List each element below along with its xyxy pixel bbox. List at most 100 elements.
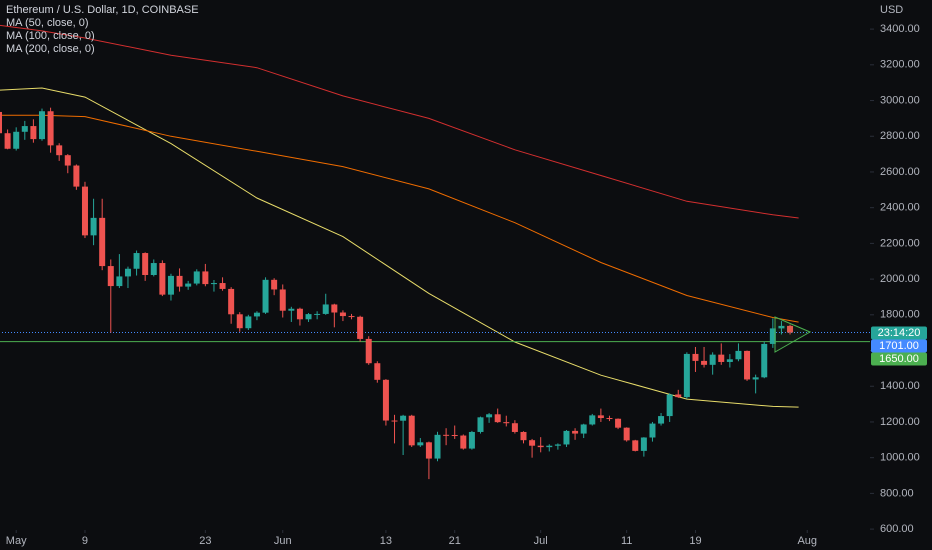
candle-body	[99, 217, 106, 267]
plot-area	[0, 24, 870, 480]
candle-body	[236, 314, 243, 329]
candle-body	[658, 416, 665, 424]
x-tick-label: 23	[199, 535, 211, 547]
candle-body	[279, 289, 286, 311]
x-tick-label: 9	[82, 535, 88, 547]
candle-body	[709, 354, 716, 365]
countdown-box	[871, 326, 927, 340]
candle-body	[38, 111, 45, 140]
candle-body	[486, 414, 493, 418]
candle-body	[245, 316, 252, 329]
candle-body	[30, 126, 37, 140]
candle-body	[288, 308, 295, 311]
candle-body	[56, 145, 63, 156]
candle-body	[296, 308, 303, 320]
candle-body	[649, 423, 656, 438]
candle-body	[116, 276, 123, 287]
candle-body	[468, 431, 475, 449]
countdown-label: 23:14:20	[878, 327, 921, 339]
x-tick-label: 13	[380, 535, 392, 547]
x-tick-label: Aug	[797, 535, 817, 547]
x-tick-label: Jul	[534, 535, 548, 547]
candle-body	[331, 304, 338, 313]
candle-body	[778, 325, 785, 329]
candle-body	[357, 316, 364, 339]
y-tick-label: 1800.00	[880, 309, 920, 321]
y-tick-label: 800.00	[880, 487, 914, 499]
candle-body	[623, 427, 630, 441]
candle-body	[90, 217, 97, 236]
moving-average-line	[0, 24, 799, 219]
x-tick-label: 11	[621, 535, 632, 547]
candle-body	[202, 271, 209, 285]
candle-body	[529, 440, 536, 446]
candle-body	[744, 350, 751, 380]
candle-body	[563, 430, 570, 445]
candle-body	[597, 415, 604, 419]
candle-body	[787, 325, 794, 333]
candle-body	[443, 434, 450, 436]
candle-body	[4, 133, 11, 149]
candle-body	[726, 359, 733, 362]
candle-body	[434, 434, 441, 459]
candle-body	[701, 360, 708, 365]
price-label-box	[871, 352, 927, 366]
triangle-drawing	[774, 316, 812, 353]
candle-body	[305, 314, 312, 320]
candle-body	[365, 338, 372, 364]
legend-entry: MA (50, close, 0)	[6, 17, 89, 29]
candle-body	[752, 377, 759, 380]
candle-body	[580, 424, 587, 434]
y-tick-label: 3000.00	[880, 94, 920, 106]
candle-body	[606, 418, 613, 420]
candle-body	[761, 343, 768, 378]
candle-body	[718, 354, 725, 362]
candle-body	[382, 379, 389, 421]
candle-body	[271, 279, 278, 290]
candle-body	[391, 420, 398, 422]
candle-body	[348, 316, 355, 318]
x-tick-label: 19	[689, 535, 701, 547]
candle-body	[253, 312, 260, 317]
candle-body	[339, 312, 346, 317]
candle-body	[228, 288, 235, 315]
candle-body	[683, 353, 690, 398]
candle-body	[460, 435, 467, 449]
legend-entry: MA (200, close, 0)	[6, 43, 95, 55]
candle-body	[81, 186, 88, 236]
candle-body	[185, 283, 192, 287]
candle-body	[159, 263, 166, 295]
moving-average-line	[0, 114, 799, 323]
y-tick-label: 2000.00	[880, 273, 920, 285]
axes: 600.00800.001000.001200.001400.001600.00…	[6, 23, 927, 547]
candle-body	[589, 415, 596, 425]
candle-body	[176, 275, 183, 287]
legend-entry: MA (100, close, 0)	[6, 30, 95, 42]
chart-title: Ethereum / U.S. Dollar, 1D, COINBASE	[6, 4, 199, 16]
y-tick-label: 600.00	[880, 523, 914, 535]
candle-body	[193, 271, 200, 284]
candle-body	[735, 350, 742, 360]
candle-body	[374, 363, 381, 380]
candle-body	[314, 313, 321, 315]
price-label-box	[871, 339, 927, 353]
candle-body	[477, 417, 484, 432]
candle-body	[73, 165, 80, 187]
candle-body	[21, 126, 28, 132]
candle-body	[262, 279, 269, 313]
candle-body	[219, 283, 226, 289]
x-tick-label: May	[6, 535, 27, 547]
y-axis-label: USD	[880, 4, 903, 16]
candle-body	[546, 445, 553, 448]
candle-body	[142, 253, 149, 275]
candle-body	[632, 440, 639, 451]
candle-body	[150, 263, 157, 275]
candle-body	[520, 431, 527, 441]
candle-body	[451, 435, 458, 436]
candle-body	[64, 155, 71, 166]
candle-body	[511, 423, 518, 432]
candle-body	[210, 283, 217, 285]
candle-body	[769, 328, 776, 344]
candle-body	[503, 422, 510, 424]
